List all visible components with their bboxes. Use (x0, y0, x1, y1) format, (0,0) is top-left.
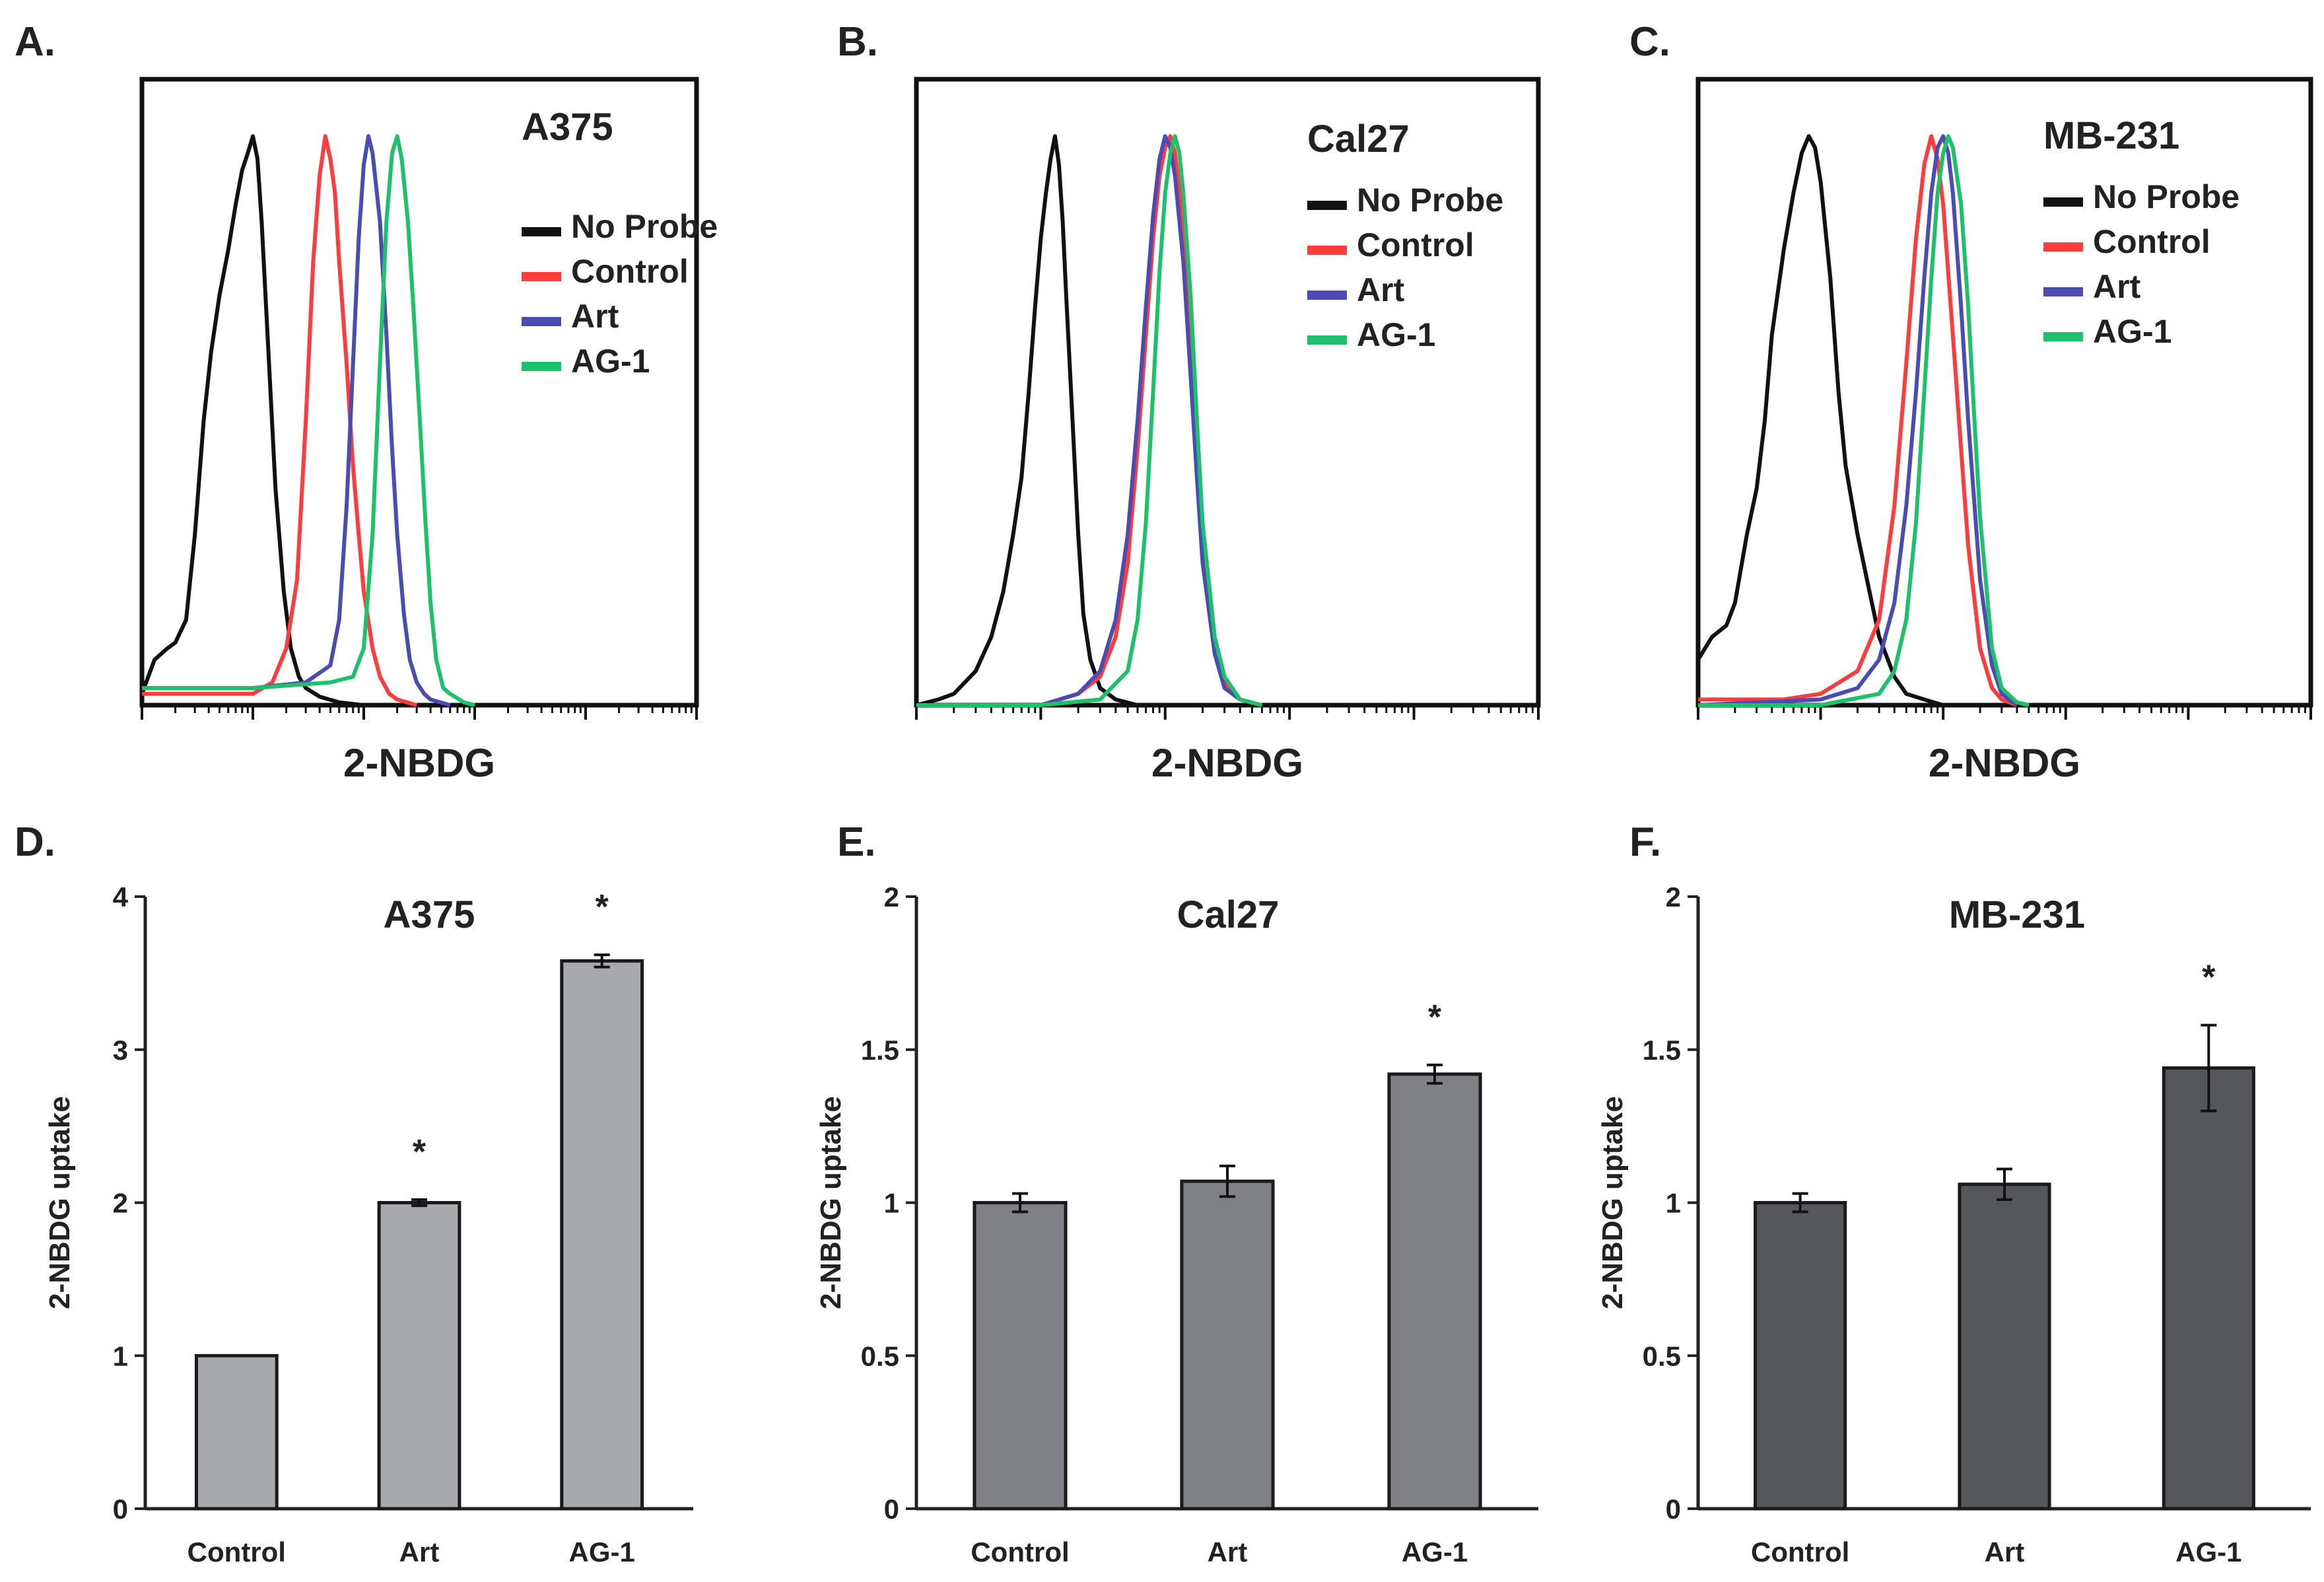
panel-e-title: Cal27 (1177, 893, 1280, 936)
bar-f-ag-1 (2162, 1066, 2255, 1511)
legend-label-a: Art (571, 298, 619, 335)
y-tick-label-e: 0 (884, 1494, 899, 1525)
x-tick-label-e: Art (1208, 1536, 1248, 1567)
x-tick-label-e: Control (971, 1536, 1069, 1567)
legend-label-c: No Probe (2093, 178, 2239, 215)
panel-a-letter: A. (15, 19, 55, 65)
histogram-curve-c-art (1697, 134, 2018, 707)
legend-label-a: AG-1 (571, 343, 650, 380)
x-tick-label-f: Art (1985, 1536, 2025, 1567)
legend-swatch-c-art (2043, 287, 2083, 296)
y-tick-label-f: 1.5 (1643, 1035, 1681, 1066)
y-tick-label-d: 1 (113, 1340, 128, 1371)
histogram-curve-c-control (1698, 134, 2018, 707)
legend-swatch-c-control (2043, 242, 2083, 252)
y-tick-label-f: 0.5 (1643, 1340, 1681, 1371)
panel-f-ylabel: 2-NBDG uptake (1596, 1096, 1629, 1309)
bar-f-control (1754, 1201, 1847, 1511)
panel-c-letter: C. (1629, 19, 1670, 65)
significance-star-e: * (1428, 998, 1442, 1037)
legend-label-c: Control (2093, 223, 2210, 260)
histogram-curve-a-control (142, 134, 418, 707)
legend-swatch-a-art (522, 317, 561, 326)
bar-d-ag-1 (560, 959, 644, 1511)
histogram-curve-a-ag-1 (142, 134, 475, 707)
panel-d-title: A375 (384, 893, 475, 936)
y-tick-label-f: 2 (1666, 881, 1681, 912)
x-tick-label-f: AG-1 (2175, 1536, 2241, 1567)
histogram-curve-a-art (142, 134, 451, 707)
y-tick-label-f: 0 (1666, 1494, 1681, 1525)
histogram-curve-b-no-probe (916, 134, 1138, 707)
legend-label-b: AG-1 (1357, 316, 1435, 353)
panel-a-title: A375 (522, 106, 613, 149)
y-tick-label-e: 1 (884, 1188, 899, 1219)
bar-e-art (1180, 1179, 1275, 1511)
y-tick-label-e: 2 (884, 881, 899, 912)
y-tick-label-d: 0 (113, 1494, 128, 1525)
legend-label-b: No Probe (1357, 182, 1503, 219)
x-tick-label-d: AG-1 (568, 1536, 634, 1567)
panel-a-xlabel: 2-NBDG (343, 741, 495, 785)
legend-swatch-b-art (1307, 291, 1347, 300)
legend-swatch-a-no-probe (522, 227, 561, 236)
y-tick-label-d: 3 (113, 1035, 128, 1066)
bar-d-art (377, 1201, 461, 1511)
histogram-curve-b-ag-1 (916, 134, 1263, 707)
legend-swatch-c-no-probe (2043, 197, 2083, 207)
panel-b-title: Cal27 (1307, 118, 1410, 160)
legend-swatch-b-ag-1 (1307, 335, 1347, 345)
legend-swatch-a-ag-1 (522, 362, 561, 371)
histogram-curve-b-art (916, 134, 1263, 707)
y-tick-label-f: 1 (1666, 1188, 1681, 1219)
x-tick-label-d: Art (399, 1536, 440, 1567)
y-tick-label-d: 4 (113, 881, 129, 912)
panel-e-letter: E. (837, 819, 876, 865)
panel-b-plot-frame (914, 77, 1541, 708)
legend-label-b: Art (1357, 271, 1405, 308)
x-tick-label-f: Control (1751, 1536, 1849, 1567)
legend-label-c: Art (2093, 268, 2141, 305)
legend-label-c: AG-1 (2093, 313, 2171, 350)
legend-swatch-b-control (1307, 246, 1347, 255)
y-tick-label-e: 1.5 (861, 1035, 899, 1066)
histogram-curve-c-ag-1 (1698, 134, 2030, 707)
panel-f-title: MB-231 (1949, 893, 2085, 936)
significance-star-d: * (413, 1133, 427, 1171)
y-tick-label-e: 0.5 (861, 1340, 899, 1371)
panel-b-xlabel: 2-NBDG (1151, 741, 1303, 785)
panel-c-plot-frame (1695, 77, 2313, 708)
panel-b-letter: B. (837, 19, 878, 65)
significance-star-f: * (2202, 959, 2216, 997)
legend-label-b: Control (1357, 226, 1474, 263)
panel-c-xlabel: 2-NBDG (1929, 741, 2080, 785)
histogram-curve-a-no-probe (140, 134, 364, 707)
legend-swatch-b-no-probe (1307, 201, 1347, 210)
significance-star-d: * (596, 888, 609, 926)
panel-f-letter: F. (1629, 819, 1661, 865)
legend-swatch-c-ag-1 (2043, 332, 2083, 341)
panel-e-ylabel: 2-NBDG uptake (815, 1096, 847, 1309)
x-tick-label-e: AG-1 (1402, 1536, 1468, 1567)
panel-c-title: MB-231 (2043, 114, 2179, 157)
panel-a-plot-frame (139, 77, 699, 708)
legend-swatch-a-control (522, 272, 561, 281)
bar-e-ag-1 (1387, 1072, 1482, 1511)
y-tick-label-d: 2 (113, 1188, 128, 1219)
bar-f-art (1958, 1183, 2051, 1511)
legend-label-a: Control (571, 253, 689, 290)
bar-e-control (973, 1201, 1068, 1511)
panel-d-letter: D. (15, 819, 55, 865)
x-tick-label-d: Control (188, 1536, 286, 1567)
legend-label-a: No Probe (571, 208, 718, 245)
bar-d-control (194, 1354, 279, 1511)
panel-d-ylabel: 2-NBDG uptake (44, 1096, 76, 1309)
